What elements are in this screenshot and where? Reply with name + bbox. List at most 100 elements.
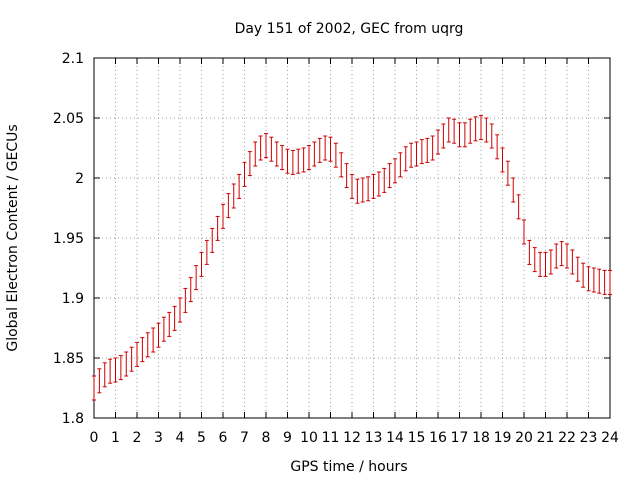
y-tick-label: 2.1 (62, 51, 84, 67)
chart-title: Day 151 of 2002, GEC from uqrg (235, 21, 464, 37)
error-bar-point (597, 268, 602, 294)
y-tick-label: 1.95 (53, 231, 84, 247)
error-bar-point (108, 358, 113, 384)
error-bar-point (301, 147, 306, 173)
error-bar-point (468, 118, 473, 144)
error-bar-point (113, 357, 118, 383)
error-bar-point (565, 243, 569, 269)
error-bar-point (215, 215, 220, 241)
error-bar-point (414, 141, 419, 167)
x-tick-label: 10 (300, 430, 318, 446)
error-bar-point (247, 151, 252, 177)
y-tick-label: 1.8 (62, 411, 84, 427)
error-bar-point (323, 135, 328, 161)
error-bar-point (366, 176, 371, 202)
error-bar-point (231, 183, 236, 209)
error-bar-point (511, 177, 516, 203)
error-bar-point (452, 118, 457, 144)
x-tick-label: 23 (580, 430, 598, 446)
x-tick-label: 6 (219, 430, 228, 446)
error-bar-point (151, 327, 156, 353)
y-tick-label: 2.05 (53, 111, 84, 127)
x-tick-label: 14 (386, 430, 404, 446)
error-bar-point (167, 311, 172, 337)
x-tick-label: 18 (472, 430, 490, 446)
error-bar-point (473, 116, 478, 142)
error-bar-point (441, 123, 446, 149)
error-bar-point (242, 161, 247, 187)
error-bar-point (156, 322, 161, 348)
x-tick-label: 8 (262, 430, 271, 446)
y-tick-labels: 1.8 1.85 1.9 1.95 2 2.05 2.1 (53, 51, 84, 427)
error-bar-point (398, 152, 403, 178)
error-bar-point (210, 227, 215, 253)
x-tick-label: 12 (343, 430, 361, 446)
error-bar-point (602, 269, 607, 295)
error-bar-point (489, 123, 494, 149)
error-bar-point (419, 139, 424, 165)
error-bar-point (436, 129, 440, 155)
error-bar-point (172, 305, 177, 331)
x-tick-label: 17 (451, 430, 469, 446)
x-tick-label: 3 (154, 430, 163, 446)
x-tick-labels: 0 1 2 3 4 5 6 7 8 9 10 11 12 13 14 15 16 17 18 19 20 21 22 23 24 (90, 430, 619, 446)
error-bar-point (538, 251, 543, 277)
error-bar-point (129, 346, 134, 372)
error-bar-point (484, 117, 489, 143)
error-bar-point (253, 141, 258, 167)
error-bar-point (199, 251, 204, 277)
error-bar-point (280, 145, 285, 171)
error-bar-point (194, 265, 199, 291)
x-tick-label: 13 (365, 430, 383, 446)
error-bar-point (124, 351, 129, 377)
error-bar-point (264, 133, 268, 159)
x-tick-label: 0 (90, 430, 99, 446)
error-bar-point (559, 241, 564, 267)
error-bar-point (296, 148, 301, 174)
error-bar-point (204, 239, 209, 265)
x-tick-label: 5 (197, 430, 206, 446)
x-tick-label: 20 (515, 430, 533, 446)
error-bar-point (570, 249, 575, 275)
error-bar-point (527, 239, 532, 265)
error-bar-point (446, 117, 451, 143)
error-bar-point (344, 163, 349, 189)
error-bars (92, 115, 612, 401)
error-bar-point (140, 337, 145, 363)
error-bar-point (532, 247, 537, 273)
error-bar-point (92, 375, 96, 401)
error-bar-point (409, 142, 414, 168)
x-tick-label: 21 (537, 430, 555, 446)
x-tick-label: 1 (111, 430, 120, 446)
error-bar-point (328, 136, 333, 162)
error-bar-point (387, 163, 392, 189)
error-bar-point (183, 287, 188, 313)
error-bar-point (290, 149, 295, 175)
error-bar-point (548, 249, 553, 275)
error-bar-point (258, 135, 263, 161)
error-bar-point (575, 256, 580, 282)
error-bar-point (543, 251, 548, 277)
error-bar-point (355, 178, 360, 204)
error-bar-point (221, 203, 225, 229)
y-tick-label: 1.9 (62, 291, 84, 307)
error-bar-point (135, 341, 139, 367)
x-tick-label: 7 (240, 430, 249, 446)
error-bar-point (102, 362, 107, 388)
x-tick-label: 16 (429, 430, 447, 446)
error-bar-point (425, 137, 430, 163)
y-tick-label: 2 (75, 171, 84, 187)
error-bar-point (317, 137, 322, 163)
x-tick-label: 24 (601, 430, 619, 446)
error-bar-point (403, 146, 408, 172)
error-bar-point (145, 332, 150, 358)
error-bar-point (457, 122, 462, 148)
error-bar-point (360, 177, 365, 203)
error-bar-point (285, 148, 290, 174)
error-bar-point (554, 243, 559, 269)
plot-frame (93, 57, 611, 419)
y-axis-label: Global Electron Content / GECUs (5, 124, 21, 351)
x-axis-label: GPS time / hours (290, 459, 407, 475)
error-bar-point (312, 141, 317, 167)
